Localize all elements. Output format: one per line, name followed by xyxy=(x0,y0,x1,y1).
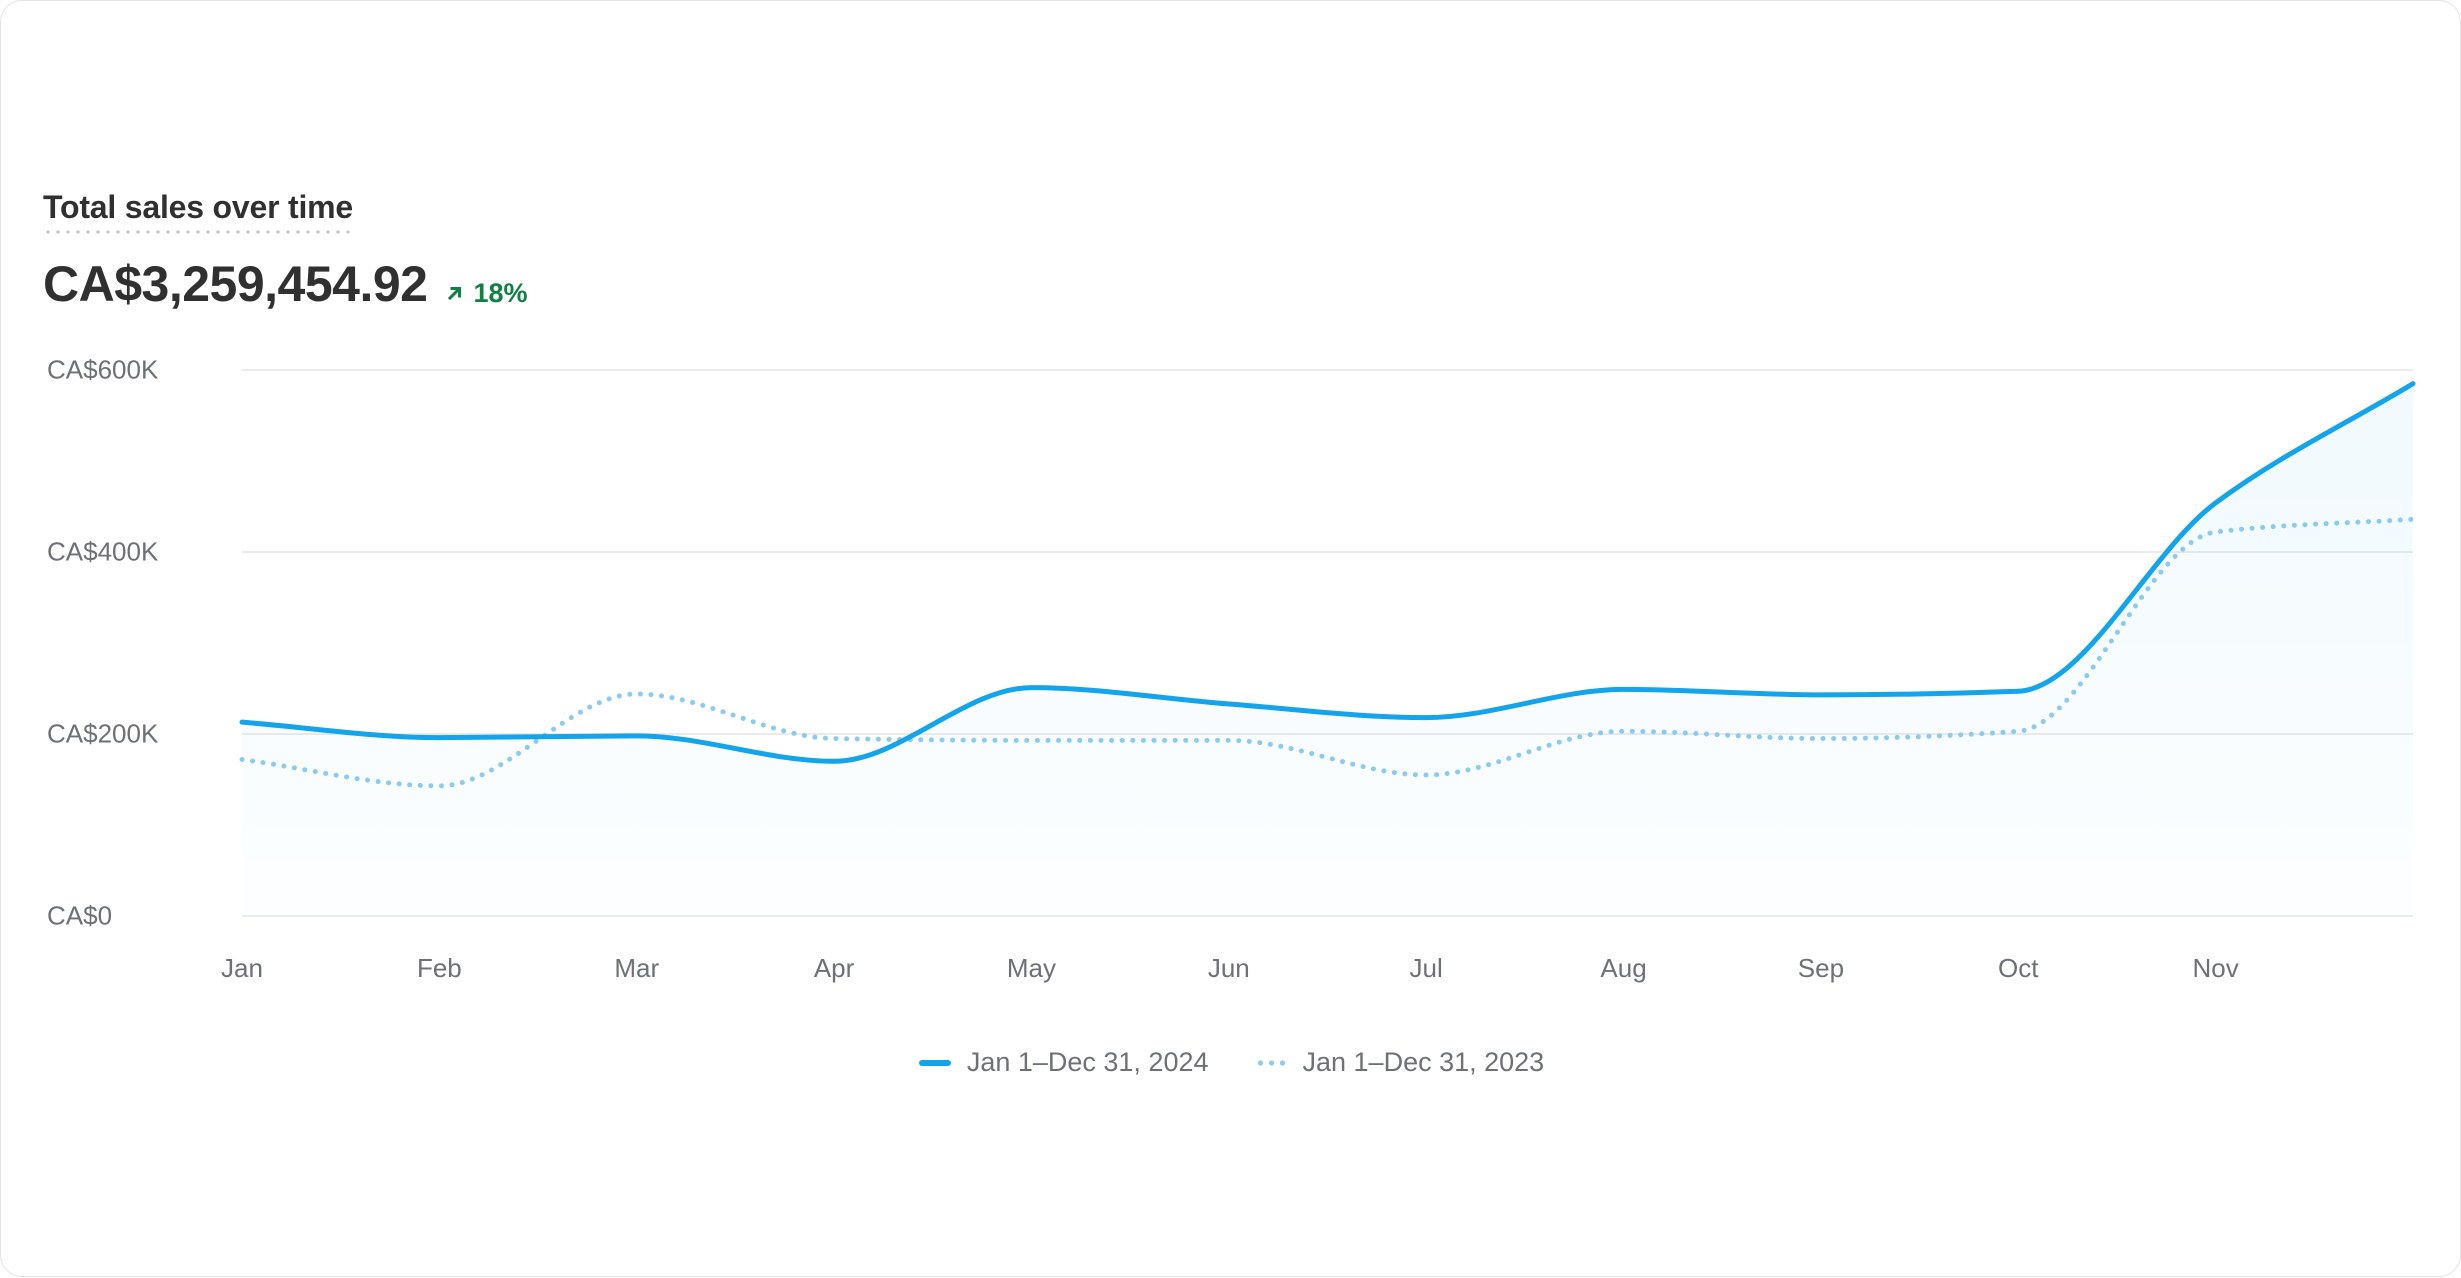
x-tick-label: Jun xyxy=(1207,953,1250,983)
legend-item-2023[interactable]: Jan 1–Dec 31, 2023 xyxy=(1254,1047,1545,1078)
solid-line-swatch-icon xyxy=(918,1059,951,1066)
x-tick-label: Jan xyxy=(221,953,263,983)
area-fill xyxy=(242,383,2413,916)
x-tick-label: Mar xyxy=(614,953,660,983)
y-tick-label: CA$0 xyxy=(47,900,113,931)
card-title[interactable]: Total sales over time xyxy=(43,189,353,234)
legend-label: Jan 1–Dec 31, 2023 xyxy=(1302,1047,1545,1077)
x-tick-label: Aug xyxy=(1600,953,1647,983)
x-tick-label: Sep xyxy=(1797,953,1845,983)
total-row: CA$3,259,454.92 18% xyxy=(43,255,528,313)
legend-item-2024[interactable]: Jan 1–Dec 31, 2024 xyxy=(918,1047,1209,1078)
x-tick-label: May xyxy=(1006,953,1057,983)
dotted-line-swatch-icon xyxy=(1254,1059,1287,1066)
delta-badge: 18% xyxy=(447,277,528,309)
y-tick-label: CA$600K xyxy=(47,354,159,385)
y-tick-label: CA$200K xyxy=(47,718,159,749)
legend-label: Jan 1–Dec 31, 2024 xyxy=(966,1047,1209,1077)
x-tick-label: Feb xyxy=(416,953,462,983)
y-tick-label: CA$400K xyxy=(47,536,159,567)
total-sales-value: CA$3,259,454.92 xyxy=(43,256,428,312)
x-tick-label: Oct xyxy=(1998,953,2039,983)
x-tick-label: Nov xyxy=(2192,953,2239,983)
x-tick-label: Apr xyxy=(813,953,855,983)
chart-legend: Jan 1–Dec 31, 2024 Jan 1–Dec 31, 2023 xyxy=(1,1047,2461,1078)
arrow-up-right-icon xyxy=(448,286,462,301)
series-line-2024[interactable] xyxy=(239,381,2416,764)
x-tick-label: Jul xyxy=(1409,953,1443,983)
delta-value: 18% xyxy=(473,277,528,308)
